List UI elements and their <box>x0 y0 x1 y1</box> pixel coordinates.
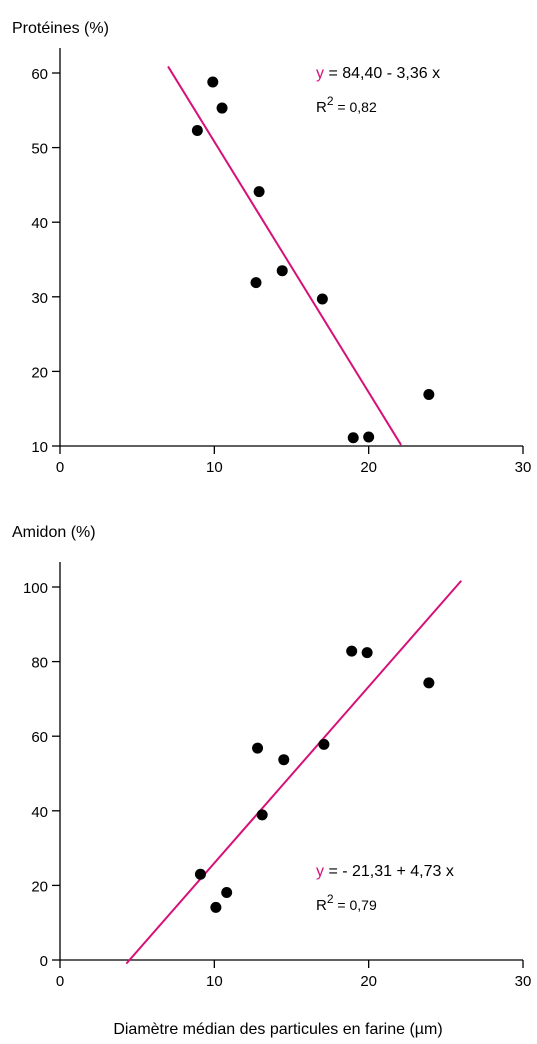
protein-data-point <box>207 76 219 88</box>
protein-data-point <box>191 124 203 136</box>
starch-data-point <box>361 647 373 659</box>
starch-r2-label: R <box>316 897 327 914</box>
protein-equation-y: y <box>316 65 324 82</box>
protein-y-tick-label: 30 <box>31 290 48 307</box>
starch-data-point <box>194 868 206 880</box>
starch-r2: R2 = 0,79 <box>316 892 377 914</box>
starch-equation: y = - 21,31 + 4,73 x <box>316 863 454 880</box>
protein-y-tick-label: 40 <box>31 215 48 232</box>
starch-data-point <box>210 901 222 913</box>
starch-x-tick-label: 30 <box>515 973 532 990</box>
starch-y-tick-label: 80 <box>31 655 48 672</box>
protein-equation-rest: = 84,40 - 3,36 x <box>324 65 440 82</box>
protein-r2-sup: 2 <box>327 94 334 108</box>
starch-y-tick-label: 100 <box>23 580 48 597</box>
starch-y-tick-label: 0 <box>40 953 48 970</box>
protein-data-point <box>216 102 228 114</box>
starch-data-point <box>423 677 435 689</box>
protein-ylabel: Protéines (%) <box>12 20 109 37</box>
starch-data-point <box>256 809 268 821</box>
shared-x-axis-label: Diamètre médian des particules en farine… <box>113 1021 442 1038</box>
protein-points <box>191 76 435 444</box>
starch-x-tick-label: 20 <box>360 973 377 990</box>
starch-tick-labels: 0 10 20 30 0 20 40 60 80 100 <box>23 580 531 990</box>
protein-data-point <box>363 431 375 443</box>
protein-data-point <box>276 265 288 277</box>
starch-regression-line <box>125 580 463 965</box>
protein-tick-labels: 0 10 20 30 10 20 30 40 50 60 <box>31 66 531 476</box>
starch-points <box>194 645 435 913</box>
protein-ticks <box>52 72 524 454</box>
protein-regression-line <box>167 65 402 446</box>
starch-data-point <box>346 645 358 657</box>
starch-equation-rest: = - 21,31 + 4,73 x <box>324 863 454 880</box>
protein-chart: Protéines (%) 0 10 20 30 10 20 30 40 50 60 y = 84… <box>12 20 531 476</box>
protein-data-point <box>250 277 262 289</box>
starch-y-tick-label: 40 <box>31 804 48 821</box>
protein-x-tick-label: 30 <box>515 459 532 476</box>
starch-ticks <box>52 586 524 968</box>
protein-data-point <box>423 389 435 401</box>
starch-r2-value: = 0,79 <box>334 897 377 913</box>
starch-data-point <box>221 886 233 898</box>
protein-y-tick-label: 60 <box>31 66 48 83</box>
starch-y-tick-label: 20 <box>31 878 48 895</box>
protein-data-point <box>253 186 265 198</box>
starch-x-tick-label: 0 <box>56 973 64 990</box>
protein-r2-value: = 0,82 <box>334 99 377 115</box>
protein-x-tick-label: 0 <box>56 459 64 476</box>
starch-data-point <box>278 754 290 766</box>
starch-x-tick-label: 10 <box>206 973 223 990</box>
starch-y-tick-label: 60 <box>31 729 48 746</box>
protein-r2: R2 = 0,82 <box>316 94 377 116</box>
protein-y-tick-label: 20 <box>31 364 48 381</box>
protein-x-tick-label: 10 <box>206 459 223 476</box>
starch-equation-y: y <box>316 863 324 880</box>
starch-r2-sup: 2 <box>327 892 334 906</box>
protein-x-tick-label: 20 <box>360 459 377 476</box>
protein-data-point <box>347 432 359 444</box>
protein-data-point <box>316 293 328 305</box>
protein-y-tick-label: 10 <box>31 439 48 456</box>
starch-chart: Amidon (%) 0 10 20 30 0 20 40 60 80 100 y = - 21,… <box>12 524 531 990</box>
protein-r2-label: R <box>316 99 327 116</box>
protein-equation: y = 84,40 - 3,36 x <box>316 65 440 82</box>
starch-data-point <box>252 742 264 754</box>
starch-ylabel: Amidon (%) <box>12 524 96 541</box>
starch-data-point <box>318 738 330 750</box>
protein-y-tick-label: 50 <box>31 141 48 158</box>
